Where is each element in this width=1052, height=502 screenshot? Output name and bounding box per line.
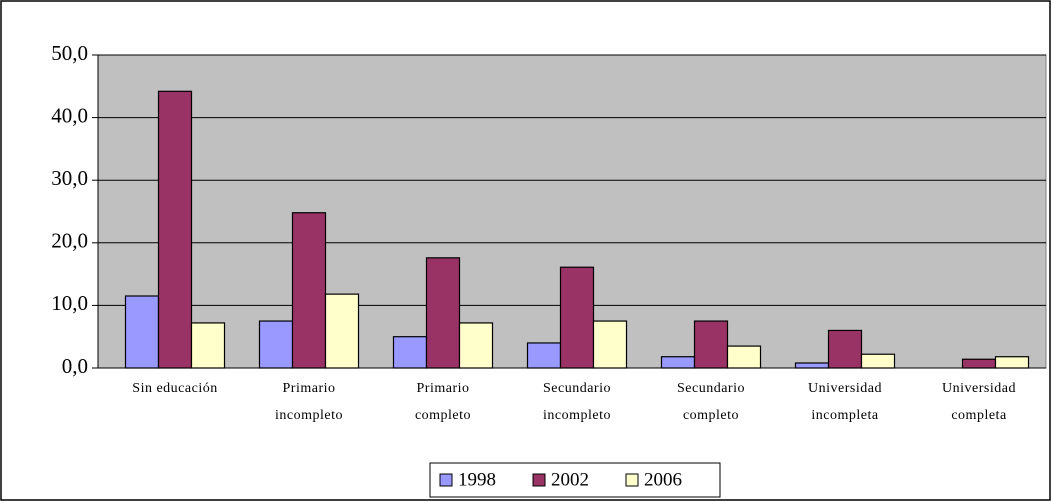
x-tick-label-line: Universidad (808, 381, 882, 396)
y-tick-label: 10,0 (51, 291, 88, 315)
bar (961, 358, 997, 369)
legend-swatch (532, 473, 546, 487)
bar (157, 90, 193, 369)
legend-swatch (439, 473, 453, 487)
bar (592, 320, 628, 369)
x-tick-label-line: completa (951, 408, 1007, 423)
y-tick-label: 0,0 (62, 354, 88, 378)
x-tick-label: Sin educación (132, 381, 217, 396)
x-tick-label: Secundario incompleto (543, 381, 611, 423)
bar (994, 356, 1030, 369)
x-tick-label: Secundario completo (677, 381, 745, 423)
x-tick-label: Universidad incompleta (808, 381, 882, 423)
x-tick-label-line: Secundario (543, 381, 611, 396)
y-tick-label: 50,0 (51, 41, 88, 65)
bar (324, 293, 360, 369)
bar (392, 336, 428, 369)
x-tick-label-line: incompleta (811, 408, 878, 423)
x-tick-label-line: Sin educación (132, 381, 217, 396)
x-tick-label: Primario completo (415, 381, 471, 423)
bar (660, 356, 696, 369)
bar (190, 322, 226, 369)
legend-label: 1998 (458, 469, 496, 490)
y-tick-label: 20,0 (51, 229, 88, 253)
bar (258, 320, 294, 369)
x-tick-label-line: Universidad (942, 381, 1016, 396)
bar (124, 295, 160, 369)
bar (425, 257, 461, 369)
bar (726, 345, 762, 369)
x-tick-label-line: completo (415, 408, 471, 423)
x-tick-label-line: completo (683, 408, 739, 423)
bar (794, 362, 830, 369)
y-tick-label: 40,0 (51, 103, 88, 127)
x-tick-label-line: Primario (283, 381, 336, 396)
x-tick-label-line: Secundario (677, 381, 745, 396)
bar (693, 320, 729, 369)
x-tick-label-line: incompleto (275, 408, 343, 423)
bar (827, 329, 863, 369)
legend-swatch (625, 473, 639, 487)
x-tick-label: Primario incompleto (275, 381, 343, 423)
x-tick-label-line: Primario (417, 381, 470, 396)
bar (860, 353, 896, 369)
legend-label: 2006 (644, 469, 682, 490)
bar (559, 266, 595, 369)
bar (526, 342, 562, 369)
y-tick-label: 30,0 (51, 166, 88, 190)
x-tick-label: Universidad completa (942, 381, 1016, 423)
legend-box (429, 462, 721, 498)
legend-label: 2002 (551, 469, 589, 490)
x-tick-label-line: incompleto (543, 408, 611, 423)
bar (291, 212, 327, 369)
bar (458, 322, 494, 369)
